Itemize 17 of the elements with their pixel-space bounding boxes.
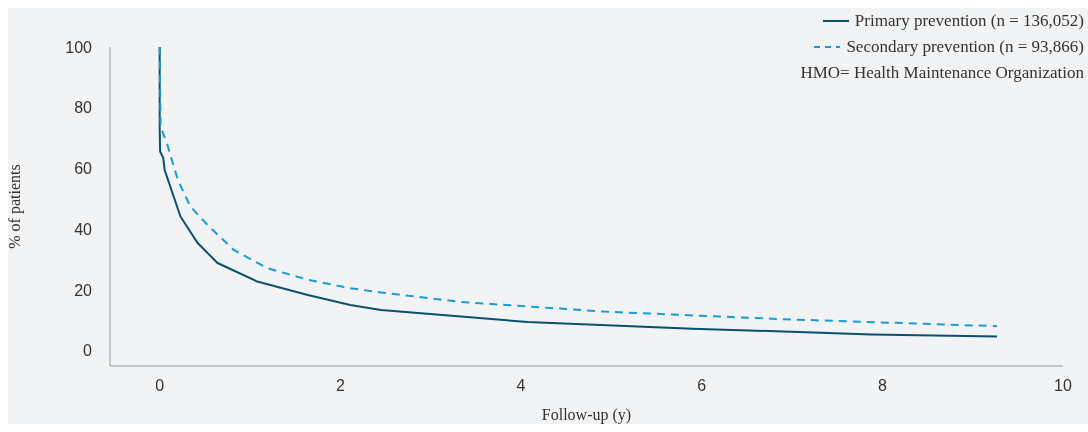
y-tick-label: 0 [83, 342, 93, 360]
x-axis-title: Follow-up (y) [541, 406, 632, 424]
legend-label: Secondary prevention (n = 93,866) [846, 36, 1084, 58]
x-tick-label: 4 [516, 377, 526, 395]
x-tick-label: 2 [335, 377, 345, 395]
y-tick-label: 80 [74, 99, 93, 117]
y-tick-label: 20 [74, 281, 93, 299]
y-axis-title: % of patients [5, 164, 24, 249]
y-tick-label: 40 [74, 220, 93, 238]
y-tick-label: 60 [74, 160, 93, 178]
x-tick-label: 6 [697, 377, 707, 395]
annotation: HMO= Health Maintenance Organization [800, 63, 1084, 82]
x-tick-label: 10 [1054, 377, 1072, 395]
y-tick-label: 100 [65, 38, 93, 56]
x-tick-label: 0 [155, 377, 165, 395]
legend-label: Primary prevention (n = 136,052) [854, 10, 1084, 32]
x-tick-label: 8 [877, 377, 887, 395]
